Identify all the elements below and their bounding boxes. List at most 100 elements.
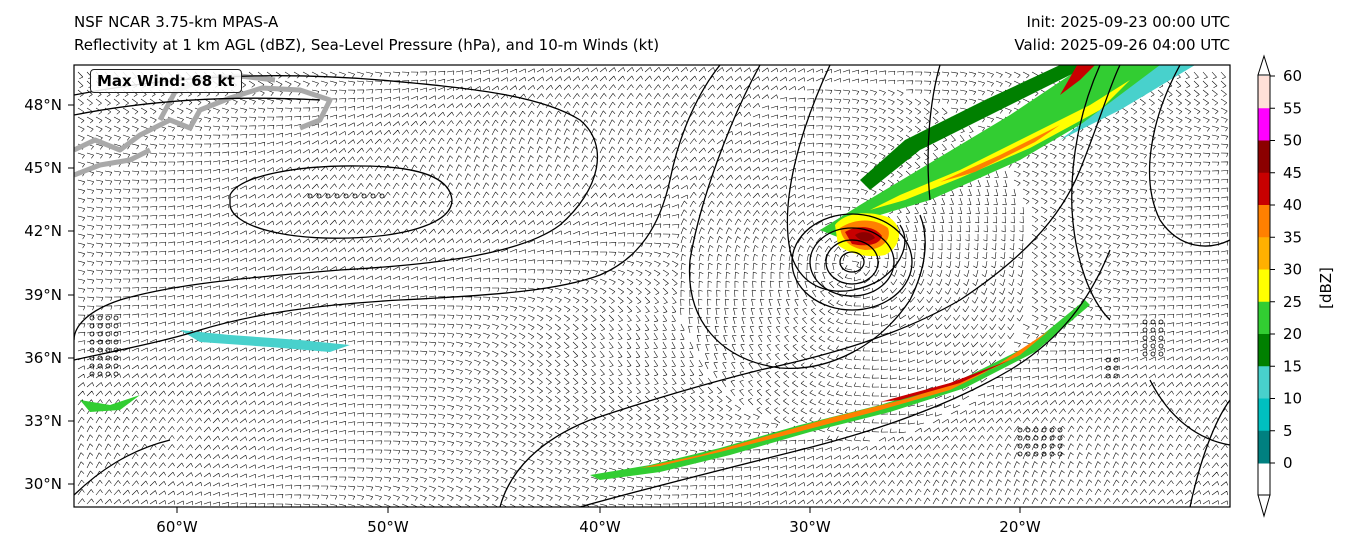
model-title: NSF NCAR 3.75-km MPAS-A: [74, 13, 279, 31]
calm-marker: [1017, 435, 1023, 441]
calm-marker: [1049, 435, 1055, 441]
calm-marker: [1113, 373, 1119, 379]
colorbar-tick-label: 30: [1283, 261, 1302, 279]
valid-time: Valid: 2025-09-26 04:00 UTC: [1014, 36, 1230, 54]
calm-marker: [334, 193, 340, 199]
calm-marker: [361, 193, 367, 199]
calm-marker: [1142, 335, 1148, 341]
isobars: [74, 65, 1230, 507]
reflectivity-field: [80, 65, 1195, 480]
colorbar-tick-label: 20: [1283, 325, 1302, 343]
colorbar-segment: [1258, 237, 1270, 270]
calm-marker: [1150, 319, 1156, 325]
calm-marker: [113, 331, 119, 337]
lon-label: 60°W: [156, 518, 198, 536]
lon-label: 30°W: [789, 518, 831, 536]
calm-marker: [113, 371, 119, 377]
calm-marker: [1033, 435, 1039, 441]
calm-marker: [370, 193, 376, 199]
calm-marker: [1017, 427, 1023, 433]
lat-label: 30°N: [24, 475, 62, 493]
lat-label: 48°N: [24, 96, 62, 114]
lon-label: 50°W: [367, 518, 409, 536]
calm-marker: [113, 355, 119, 361]
calm-marker: [1142, 327, 1148, 333]
calm-marker: [1142, 343, 1148, 349]
calm-marker: [1113, 365, 1119, 371]
calm-marker: [105, 339, 111, 345]
calm-marker: [1049, 427, 1055, 433]
calm-marker: [1025, 427, 1031, 433]
calm-marker: [1025, 451, 1031, 457]
colorbar-extend-min: [1257, 494, 1271, 518]
calm-marker: [1057, 435, 1063, 441]
calm-marker: [105, 347, 111, 353]
calm-marker: [1049, 443, 1055, 449]
colorbar-segment: [1258, 398, 1270, 432]
colorbar-tick-label: 25: [1283, 293, 1302, 311]
calm-marker: [1041, 451, 1047, 457]
calm-marker: [105, 331, 111, 337]
lon-label: 40°W: [579, 518, 621, 536]
fields-title: Reflectivity at 1 km AGL (dBZ), Sea-Leve…: [74, 36, 660, 54]
calm-marker: [97, 331, 103, 337]
calm-marker: [89, 323, 95, 329]
calm-marker: [1150, 351, 1156, 357]
calm-marker: [307, 193, 313, 199]
calm-marker: [1057, 451, 1063, 457]
lat-label: 33°N: [24, 412, 62, 430]
calm-marker: [89, 339, 95, 345]
calm-marker: [89, 355, 95, 361]
calm-marker: [1150, 343, 1156, 349]
calm-wind-markers: [89, 193, 1164, 457]
calm-marker: [1105, 365, 1111, 371]
calm-marker: [379, 193, 385, 199]
colorbar-segment: [1258, 366, 1270, 399]
map-plot-area: [74, 65, 1230, 507]
calm-marker: [352, 193, 358, 199]
colorbar-segment: [1258, 76, 1270, 109]
calm-marker: [1150, 335, 1156, 341]
calm-marker: [1158, 335, 1164, 341]
calm-marker: [89, 331, 95, 337]
calm-marker: [1158, 319, 1164, 325]
calm-marker: [1025, 443, 1031, 449]
calm-marker: [97, 315, 103, 321]
colorbar-tick-label: 35: [1283, 228, 1302, 246]
init-time: Init: 2025-09-23 00:00 UTC: [1026, 13, 1230, 31]
colorbar-segment: [1258, 430, 1270, 464]
calm-marker: [1017, 443, 1023, 449]
calm-marker: [97, 363, 103, 369]
calm-marker: [1017, 451, 1023, 457]
colorbar-tick-label: 10: [1283, 390, 1302, 408]
calm-marker: [113, 323, 119, 329]
calm-marker: [105, 371, 111, 377]
calm-marker: [1142, 351, 1148, 357]
lat-label: 42°N: [24, 222, 62, 240]
calm-marker: [1158, 343, 1164, 349]
colorbar-tick-label: 60: [1283, 67, 1302, 85]
calm-marker: [1105, 373, 1111, 379]
calm-marker: [113, 347, 119, 353]
calm-marker: [1057, 427, 1063, 433]
colorbar-extend-max: [1257, 54, 1271, 76]
calm-marker: [97, 355, 103, 361]
lat-label: 36°N: [24, 349, 62, 367]
lat-label: 45°N: [24, 159, 62, 177]
calm-marker: [1158, 351, 1164, 357]
calm-marker: [1158, 327, 1164, 333]
colorbar-tick-label: 0: [1283, 454, 1293, 472]
calm-marker: [1113, 357, 1119, 363]
calm-marker: [1033, 443, 1039, 449]
colorbar-segment: [1258, 205, 1270, 238]
calm-marker: [1057, 443, 1063, 449]
calm-marker: [1142, 319, 1148, 325]
calm-marker: [113, 339, 119, 345]
colorbar-frame: [1257, 74, 1271, 496]
calm-marker: [316, 193, 322, 199]
calm-marker: [1049, 451, 1055, 457]
calm-marker: [105, 363, 111, 369]
colorbar-segment: [1258, 301, 1270, 335]
calm-marker: [89, 363, 95, 369]
colorbar-tick-label: 45: [1283, 164, 1302, 182]
